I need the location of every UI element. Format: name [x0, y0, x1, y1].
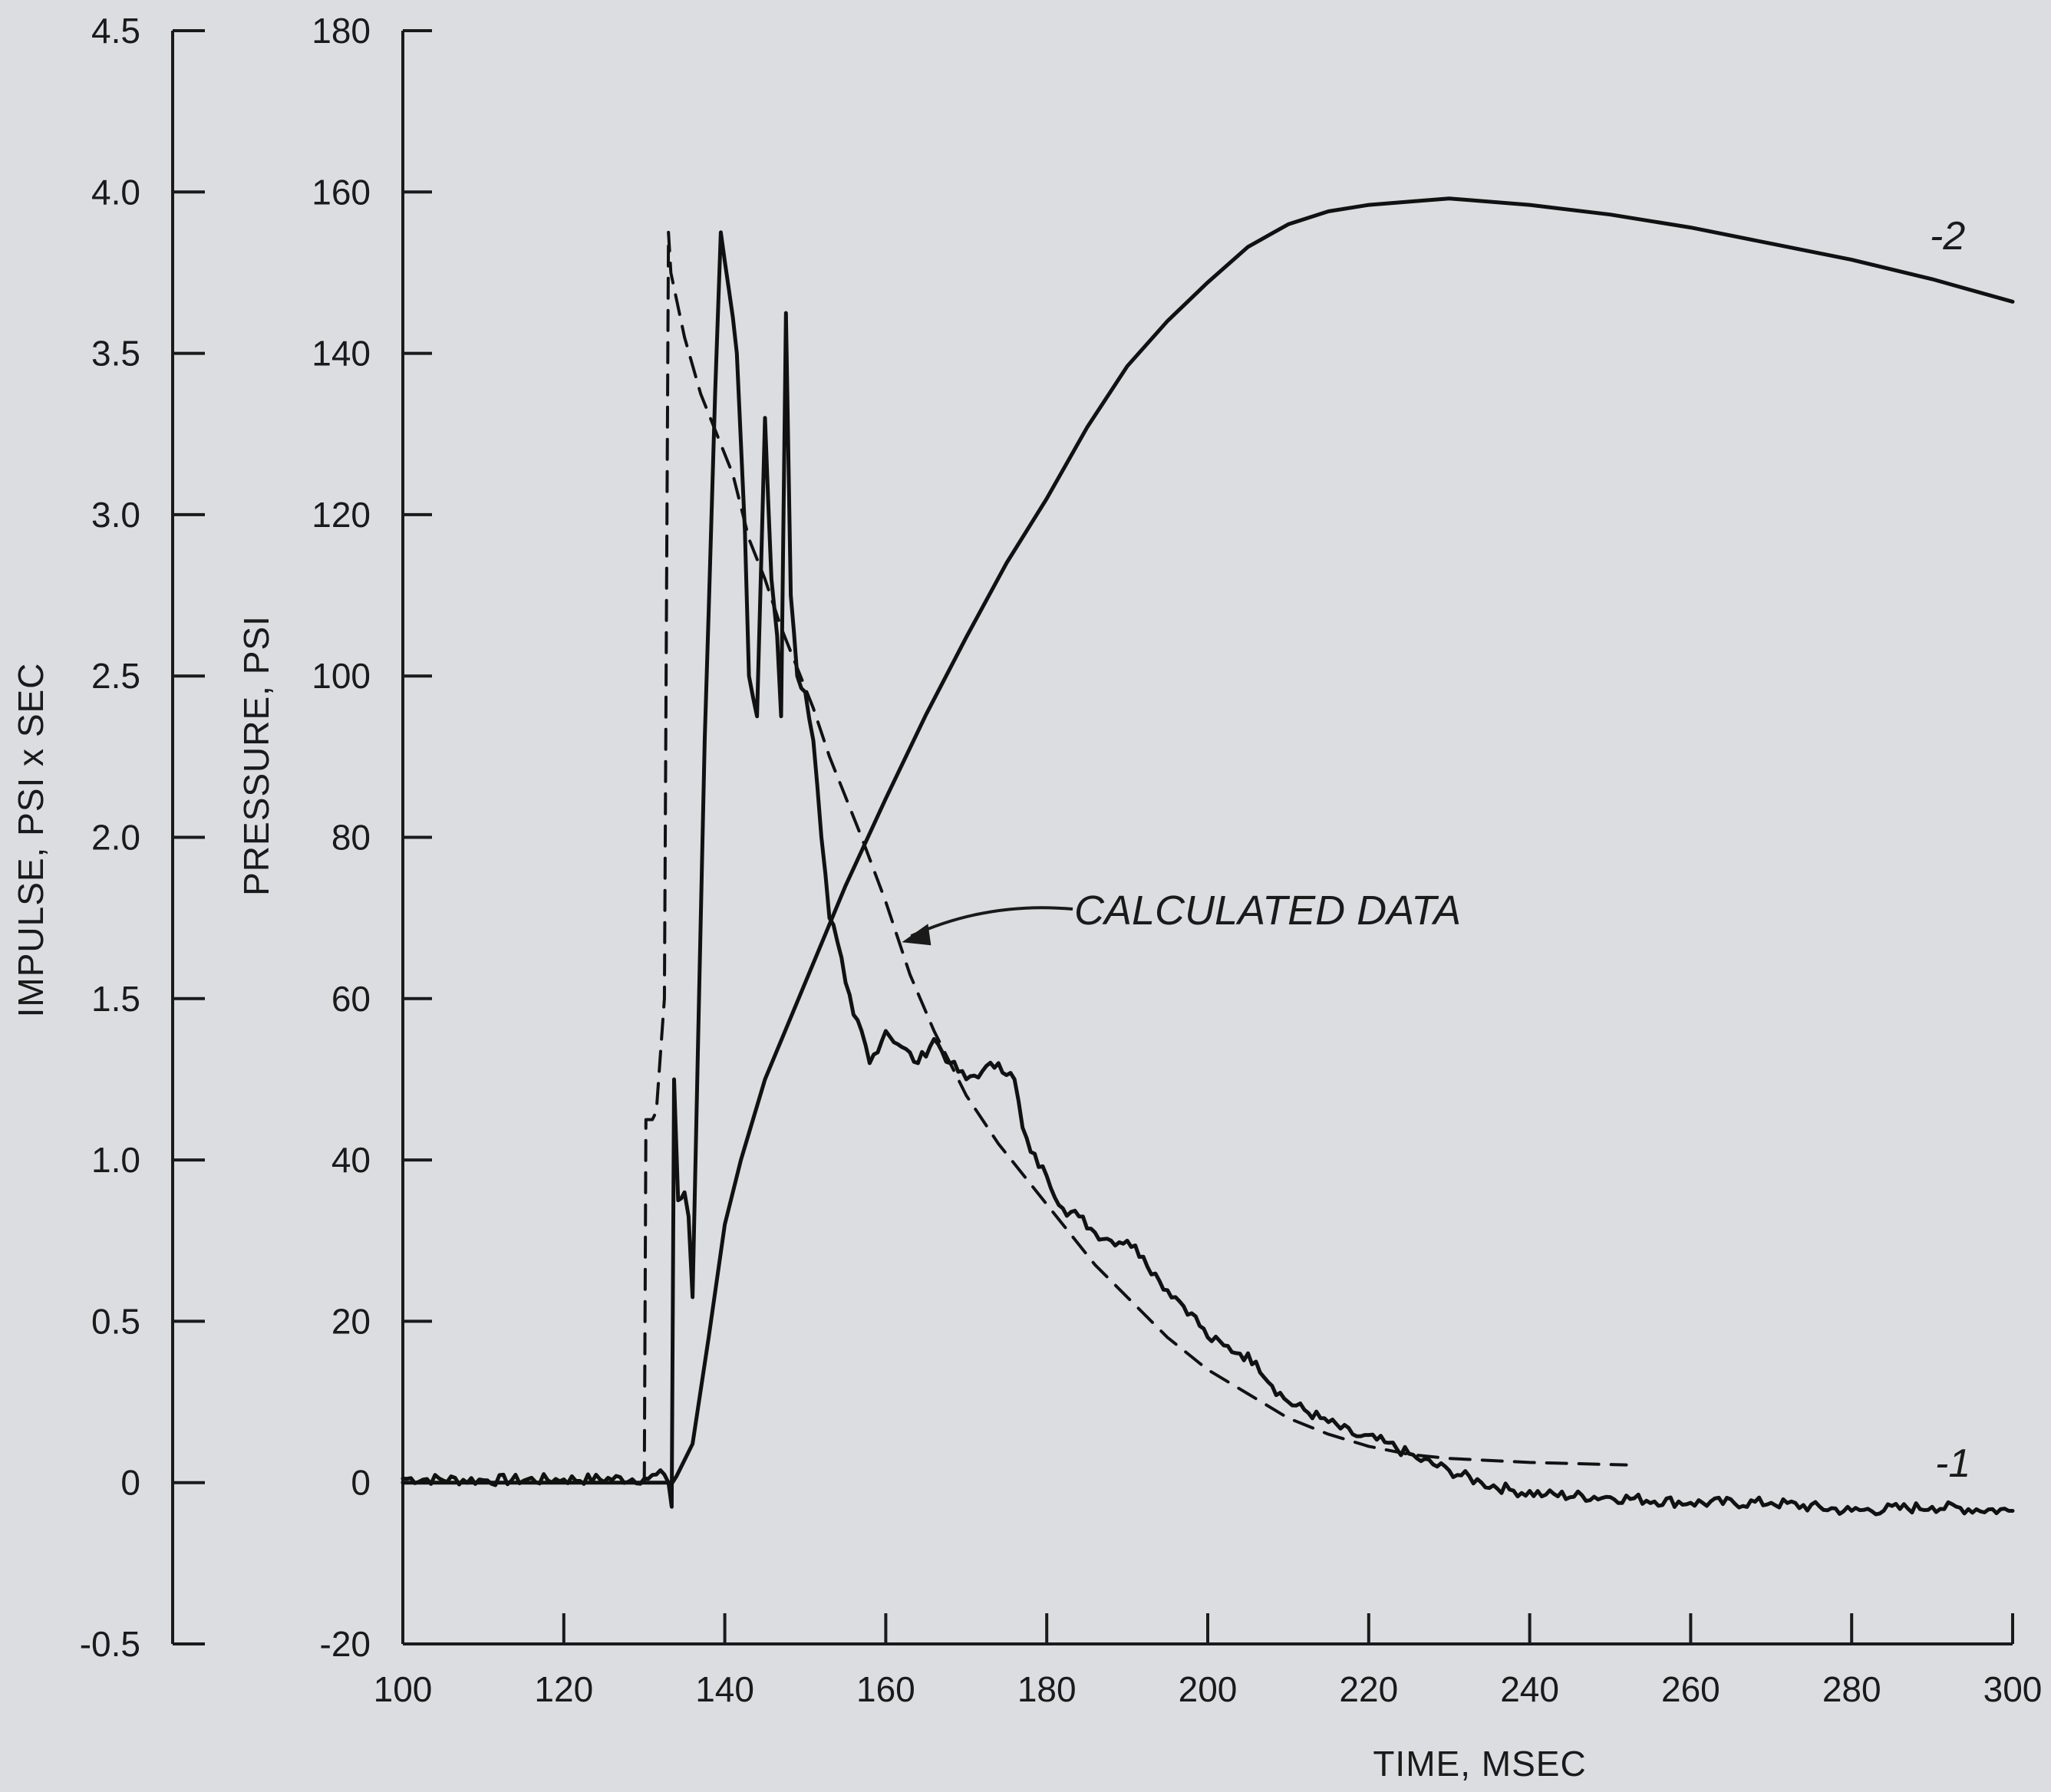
pressure-tick-label: -20 [320, 1624, 371, 1664]
impulse-tick-label: 0.5 [91, 1301, 140, 1341]
impulse-tick-label: 3.5 [91, 334, 140, 374]
axes-layer: -20 0 20 40 60 80 100 120 140 160 180 -0.5 0 0.5 1.0 1.… [80, 11, 2043, 1709]
series-1-label: -1 [1935, 1441, 1970, 1486]
pressure-tick-label: 60 [331, 979, 371, 1019]
impulse-tick-label: 1.0 [91, 1140, 140, 1180]
text-layer: TIME, MSEC IMPULSE, PSI x SEC PRESSURE, … [11, 214, 1970, 1784]
x-tick-label: 240 [1500, 1669, 1559, 1709]
pressure-measured-line [401, 230, 2015, 1517]
pressure-tick-label: 40 [331, 1140, 371, 1180]
x-tick-label: 200 [1179, 1669, 1238, 1709]
impulse-line [401, 196, 2015, 1485]
impulse-tick-label: 0 [120, 1463, 140, 1503]
x-tick-label: 220 [1339, 1669, 1398, 1709]
x-tick-label: 100 [374, 1669, 433, 1709]
impulse-tick-label: 4.0 [91, 172, 140, 212]
series-2-label: -2 [1930, 214, 1965, 259]
pressure-tick-label: 20 [331, 1301, 371, 1341]
x-tick-label: 300 [1983, 1669, 2043, 1709]
pressure-tick-label: 80 [331, 818, 371, 858]
impulse-tick-label: 4.5 [91, 11, 140, 51]
pressure-tick-label: 140 [312, 334, 371, 374]
impulse-tick-label: -0.5 [80, 1624, 140, 1664]
annotation-arrow-head [902, 924, 932, 946]
pressure-tick-label: 180 [312, 11, 371, 51]
impulse-tick-label: 1.5 [91, 979, 140, 1019]
pressure-tick-label: 120 [312, 495, 371, 535]
impulse-tick-label: 3.0 [91, 495, 140, 535]
x-axis-title: TIME, MSEC [1373, 1744, 1586, 1784]
pressure-tick-label: 0 [351, 1463, 371, 1503]
impulse-tick-label: 2.0 [91, 818, 140, 858]
pressure-axis-title: PRESSURE, PSI [236, 615, 276, 896]
calculated-data-dashed-line [642, 230, 1628, 1484]
impulse-tick-label: 2.5 [91, 656, 140, 696]
x-tick-label: 140 [695, 1669, 754, 1709]
pressure-tick-label: 160 [312, 172, 371, 212]
pressure-tick-label: 100 [312, 656, 371, 696]
series-layer [401, 196, 2015, 1517]
x-tick-label: 160 [856, 1669, 915, 1709]
annotation-arrow-line [910, 906, 1073, 938]
x-tick-label: 120 [534, 1669, 593, 1709]
calculated-data-annotation: CALCULATED DATA [1074, 888, 1461, 934]
impulse-axis-title: IMPULSE, PSI x SEC [11, 663, 51, 1018]
x-tick-label: 280 [1822, 1669, 1881, 1709]
x-tick-label: 180 [1017, 1669, 1077, 1709]
x-tick-label: 260 [1661, 1669, 1720, 1709]
